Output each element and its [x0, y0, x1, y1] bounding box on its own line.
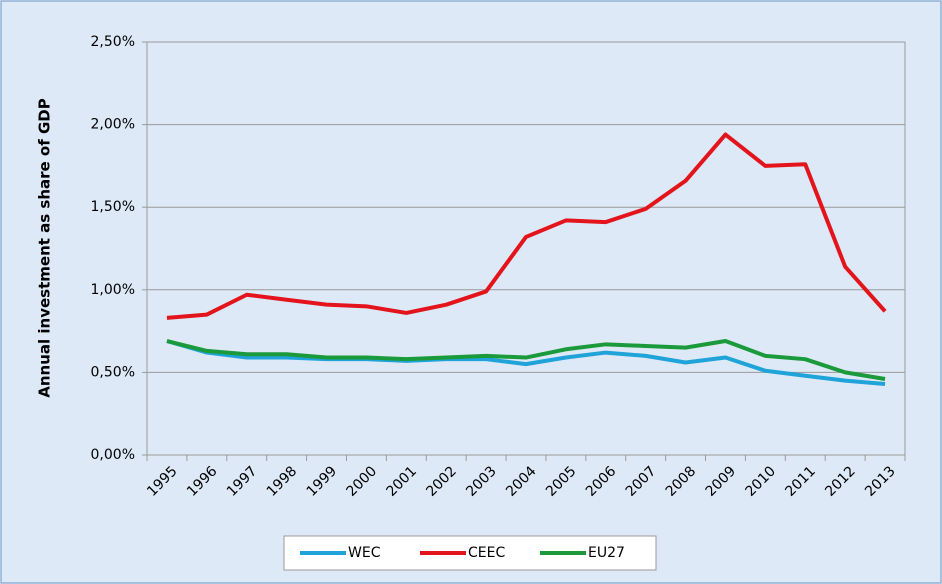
line-series [166, 132, 887, 320]
legend-label: EU27 [588, 545, 625, 561]
legend-label: CEEC [468, 545, 505, 561]
y-tick-label: 2,00% [91, 117, 135, 133]
line-series [166, 339, 886, 386]
y-tick-label: 0,50% [91, 364, 135, 380]
y-tick-label: 1,50% [91, 199, 135, 215]
y-tick-label: 1,00% [91, 282, 135, 298]
legend-label: WEC [348, 545, 381, 561]
y-tick-label: 2,50% [91, 34, 135, 50]
plot-area [146, 41, 906, 456]
line-series [166, 339, 886, 381]
y-axis-label: Annual investment as share of GDP [36, 98, 54, 397]
y-tick-label: 0,00% [91, 447, 135, 463]
